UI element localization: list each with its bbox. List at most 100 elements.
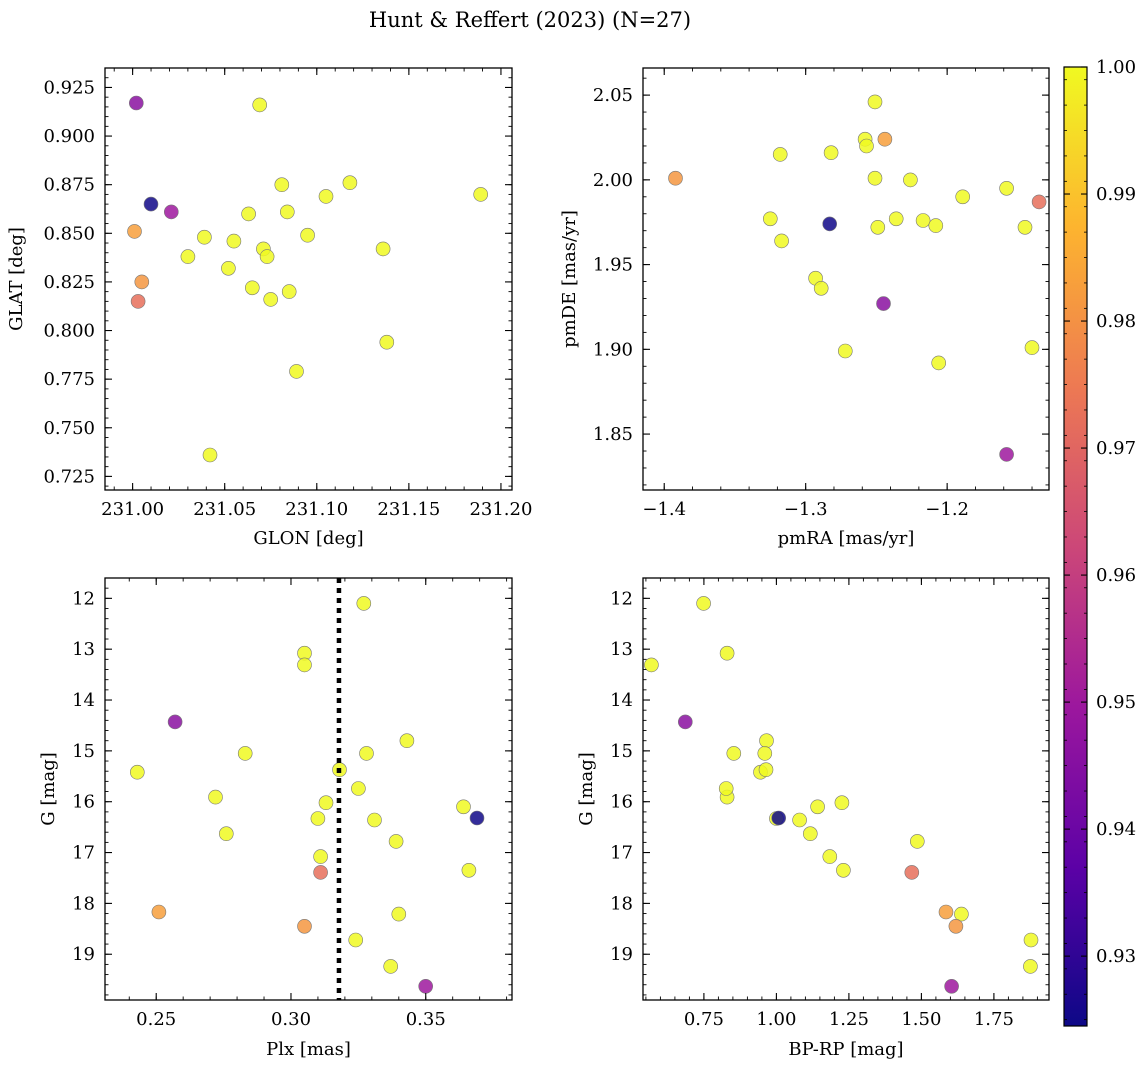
data-point bbox=[418, 978, 434, 994]
data-point bbox=[1023, 959, 1038, 974]
y-tick-label: 14 bbox=[610, 690, 633, 711]
colorbar-tick-label: 0.99 bbox=[1096, 184, 1136, 205]
colorbar-tick-label: 1.00 bbox=[1096, 57, 1136, 78]
data-point bbox=[245, 280, 260, 296]
colorbar-gradient bbox=[1063, 66, 1088, 1027]
data-point bbox=[313, 865, 328, 880]
data-point bbox=[822, 849, 838, 864]
ticks: 0.75 1.00 1.25 1.50 1.75 12 13 14 15 16 17 18 19 bbox=[610, 577, 1049, 1030]
data-point bbox=[241, 206, 256, 222]
y-tick-label: 18 bbox=[610, 893, 633, 914]
data-point bbox=[877, 131, 893, 147]
data-point bbox=[127, 224, 142, 239]
colorbar-tick-label: 0.98 bbox=[1096, 311, 1136, 332]
data-point bbox=[823, 145, 839, 160]
data-point bbox=[263, 292, 279, 307]
data-point bbox=[903, 172, 918, 188]
data-point bbox=[151, 904, 167, 920]
y-tick-label: 12 bbox=[72, 588, 95, 609]
data-point bbox=[876, 296, 891, 311]
panel-bprp-g: 0.75 1.00 1.25 1.50 1.75 12 13 14 15 16 17 18 19 BP-R… bbox=[576, 577, 1050, 1060]
data-point bbox=[130, 294, 146, 309]
x-tick-label: 0.25 bbox=[136, 1009, 176, 1030]
data-point bbox=[356, 596, 372, 611]
y-tick-label: 0.825 bbox=[43, 272, 95, 293]
data-point bbox=[456, 799, 471, 815]
x-axis-label: pmRA [mas/yr] bbox=[778, 528, 915, 549]
x-tick-label: 231.15 bbox=[377, 499, 440, 520]
x-tick-label: 231.00 bbox=[101, 499, 164, 520]
data-point bbox=[279, 204, 295, 220]
data-point bbox=[888, 211, 904, 227]
y-tick-label: 15 bbox=[610, 741, 633, 762]
x-axis-label: GLON [deg] bbox=[253, 528, 363, 549]
data-point bbox=[342, 175, 358, 190]
data-point bbox=[1024, 340, 1040, 355]
data-point bbox=[281, 284, 297, 299]
y-tick-label: 13 bbox=[72, 639, 95, 660]
data-point bbox=[289, 364, 304, 379]
x-axis-label: Plx [mas] bbox=[266, 1039, 351, 1060]
y-tick-label: 0.775 bbox=[43, 369, 95, 390]
y-tick-label: 15 bbox=[72, 741, 95, 762]
colorbar-tick-label: 0.93 bbox=[1096, 946, 1136, 967]
y-tick-label: 19 bbox=[72, 944, 95, 965]
axes-frame bbox=[642, 67, 1050, 491]
y-tick-label: 16 bbox=[72, 792, 95, 813]
colorbar-tick-label: 0.95 bbox=[1096, 692, 1136, 713]
ticks: 0.25 0.30 0.35 12 13 14 15 16 17 18 19 bbox=[72, 577, 512, 1030]
axes-frame bbox=[104, 577, 513, 1001]
data-point bbox=[300, 227, 315, 243]
colorbar-tick-label: 0.97 bbox=[1096, 438, 1136, 459]
colorbar: 0.93 0.94 0.95 0.96 0.97 0.98 0.99 1.00 bbox=[1063, 57, 1136, 1027]
data-point bbox=[1031, 194, 1047, 210]
data-point bbox=[1023, 932, 1039, 948]
x-tick-label: −1.2 bbox=[925, 499, 969, 520]
data-point bbox=[813, 280, 829, 296]
x-tick-label: 231.05 bbox=[193, 499, 256, 520]
data-point bbox=[348, 932, 364, 948]
x-tick-label: 1.75 bbox=[974, 1009, 1014, 1030]
panel-pmra-pmde: −1.4 −1.3 −1.2 1.85 1.90 1.95 2.00 2.05 pmRA [ma… bbox=[559, 67, 1050, 549]
data-point bbox=[870, 220, 886, 235]
data-point bbox=[461, 862, 477, 878]
data-point bbox=[644, 657, 659, 673]
y-tick-label: 0.850 bbox=[43, 223, 95, 244]
data-point bbox=[197, 229, 212, 245]
x-tick-label: 1.25 bbox=[829, 1009, 869, 1030]
data-point bbox=[726, 746, 742, 761]
data-point bbox=[391, 906, 407, 922]
y-tick-label: 13 bbox=[610, 639, 633, 660]
data-point bbox=[904, 865, 920, 880]
data-point bbox=[867, 170, 883, 186]
data-point bbox=[375, 241, 391, 257]
x-tick-label: −1.3 bbox=[784, 499, 828, 520]
data-point bbox=[792, 812, 807, 828]
data-point bbox=[202, 447, 218, 463]
data-point bbox=[359, 746, 374, 761]
data-point bbox=[999, 181, 1014, 196]
ticks: −1.4 −1.3 −1.2 1.85 1.90 1.95 2.00 2.05 bbox=[593, 68, 1049, 520]
data-point bbox=[837, 343, 853, 359]
data-point bbox=[915, 213, 931, 228]
y-tick-label: 0.725 bbox=[43, 466, 95, 487]
y-tick-label: 2.05 bbox=[593, 85, 633, 106]
data-point bbox=[836, 862, 851, 878]
data-point bbox=[999, 447, 1014, 462]
data-point bbox=[719, 645, 735, 661]
y-tick-label: 17 bbox=[72, 843, 95, 864]
y-tick-label: 19 bbox=[610, 944, 633, 965]
data-point bbox=[367, 812, 382, 828]
data-point bbox=[221, 260, 236, 276]
axes-frame bbox=[104, 67, 513, 491]
data-point bbox=[129, 95, 144, 111]
data-point bbox=[351, 781, 366, 796]
data-point bbox=[955, 189, 971, 205]
data-point bbox=[772, 147, 788, 162]
data-point bbox=[810, 799, 825, 815]
data-point bbox=[759, 733, 774, 749]
panels: 231.00 231.05 231.10 231.15 231.200.7250.750… bbox=[6, 67, 1050, 1060]
y-tick-label: 0.900 bbox=[43, 126, 95, 147]
y-tick-label: 17 bbox=[610, 843, 633, 864]
data-points bbox=[668, 94, 1047, 462]
